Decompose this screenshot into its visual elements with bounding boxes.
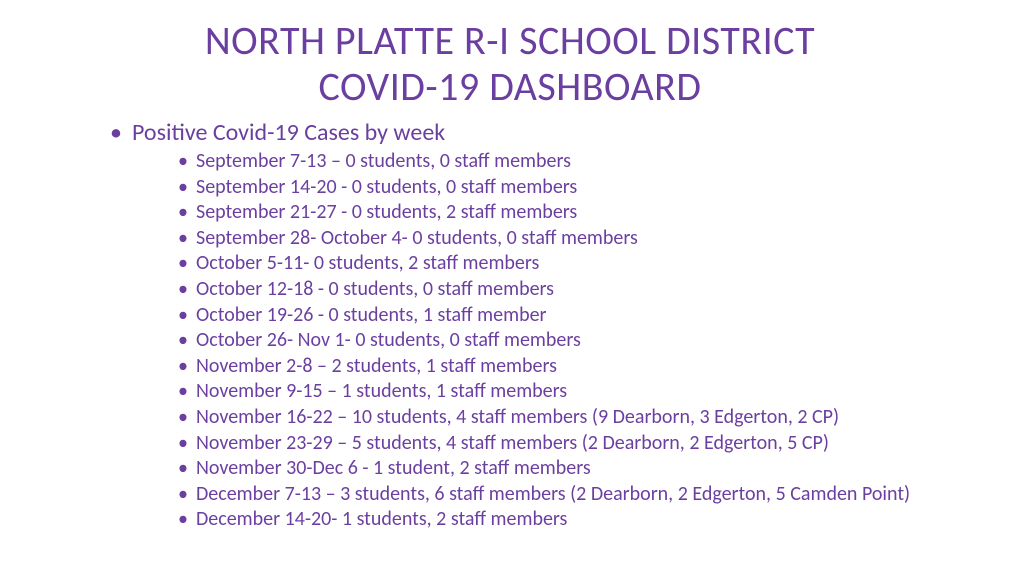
list-item: September 14-20 - 0 students, 0 staff me… bbox=[178, 175, 1020, 201]
list-item: November 30-Dec 6 - 1 student, 2 staff m… bbox=[178, 456, 1020, 482]
title-line-1: NORTH PLATTE R-I SCHOOL DISTRICT bbox=[205, 16, 815, 65]
outer-list: Positive Covid-19 Cases by week Septembe… bbox=[0, 118, 1020, 533]
list-item: December 14-20- 1 students, 2 staff memb… bbox=[178, 507, 1020, 533]
section-heading-item: Positive Covid-19 Cases by week Septembe… bbox=[110, 118, 1020, 533]
list-item-text: October 12-18 - 0 students, 0 staff memb… bbox=[196, 277, 554, 301]
list-item: October 26- Nov 1- 0 students, 0 staff m… bbox=[178, 328, 1020, 354]
list-item-text: December 7-13 – 3 students, 6 staff memb… bbox=[196, 482, 910, 506]
list-item: October 12-18 - 0 students, 0 staff memb… bbox=[178, 277, 1020, 303]
list-item-text: September 28- October 4- 0 students, 0 s… bbox=[196, 226, 638, 250]
list-item-text: December 14-20- 1 students, 2 staff memb… bbox=[196, 507, 567, 531]
list-item: September 7-13 – 0 students, 0 staff mem… bbox=[178, 149, 1020, 175]
list-item: October 19-26 - 0 students, 1 staff memb… bbox=[178, 303, 1020, 329]
section-heading: Positive Covid-19 Cases by week bbox=[132, 118, 445, 147]
list-item-text: October 5-11- 0 students, 2 staff member… bbox=[196, 251, 539, 275]
list-item-text: November 2-8 – 2 students, 1 staff membe… bbox=[196, 354, 557, 378]
list-item: November 23-29 – 5 students, 4 staff mem… bbox=[178, 431, 1020, 457]
list-item-text: September 14-20 - 0 students, 0 staff me… bbox=[196, 175, 577, 199]
inner-list: September 7-13 – 0 students, 0 staff mem… bbox=[132, 149, 1020, 533]
list-item-text: September 7-13 – 0 students, 0 staff mem… bbox=[196, 149, 571, 173]
list-item-text: November 23-29 – 5 students, 4 staff mem… bbox=[196, 431, 829, 455]
list-item: September 21-27 - 0 students, 2 staff me… bbox=[178, 200, 1020, 226]
list-item: November 16-22 – 10 students, 4 staff me… bbox=[178, 405, 1020, 431]
title-line-2: COVID-19 DASHBOARD bbox=[319, 62, 702, 111]
list-item: October 5-11- 0 students, 2 staff member… bbox=[178, 251, 1020, 277]
slide: NORTH PLATTE R-I SCHOOL DISTRICT COVID-1… bbox=[0, 18, 1020, 573]
list-item-text: October 19-26 - 0 students, 1 staff memb… bbox=[196, 303, 547, 327]
list-item-text: November 9-15 – 1 students, 1 staff memb… bbox=[196, 379, 567, 403]
slide-title: NORTH PLATTE R-I SCHOOL DISTRICT COVID-1… bbox=[40, 18, 980, 110]
list-item-text: November 30-Dec 6 - 1 student, 2 staff m… bbox=[196, 456, 591, 480]
list-item-text: November 16-22 – 10 students, 4 staff me… bbox=[196, 405, 839, 429]
list-item: November 2-8 – 2 students, 1 staff membe… bbox=[178, 354, 1020, 380]
list-item-text: September 21-27 - 0 students, 2 staff me… bbox=[196, 200, 577, 224]
list-item: September 28- October 4- 0 students, 0 s… bbox=[178, 226, 1020, 252]
list-item: December 7-13 – 3 students, 6 staff memb… bbox=[178, 482, 1020, 508]
list-item: November 9-15 – 1 students, 1 staff memb… bbox=[178, 379, 1020, 405]
list-item-text: October 26- Nov 1- 0 students, 0 staff m… bbox=[196, 328, 581, 352]
